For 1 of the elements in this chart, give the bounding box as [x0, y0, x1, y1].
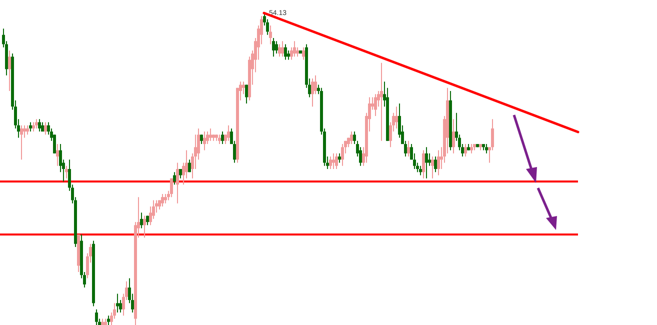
candlestick — [380, 62, 383, 141]
